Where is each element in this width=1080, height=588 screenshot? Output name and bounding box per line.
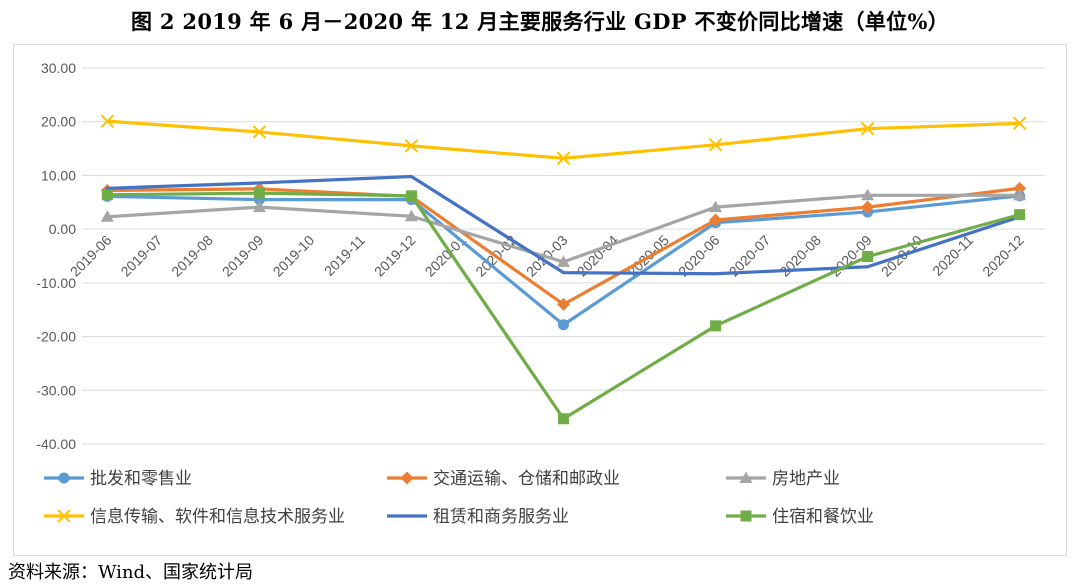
legend-label: 住宿和餐饮业: [772, 507, 874, 527]
x-tick-label: 2020-08: [776, 232, 824, 280]
data-point: [252, 200, 266, 213]
y-tick-label: 10.00: [41, 167, 76, 183]
x-tick-label: 2019-12: [371, 232, 419, 280]
y-tick-label: -40.00: [36, 436, 76, 452]
legend-item: 批发和零售业: [44, 469, 192, 489]
y-tick-label: -10.00: [36, 275, 76, 291]
data-point: [400, 471, 414, 485]
data-point: [100, 210, 114, 222]
data-point: [404, 139, 419, 153]
line-chart: 30.00 20.00 10.00 0.00 -10.00 -20.00 -30.00 -40…: [36, 60, 1045, 527]
x-tick-label: 2019-10: [270, 232, 318, 280]
legend-item: 交通运输、仓储和邮政业: [387, 469, 620, 489]
data-point: [708, 138, 723, 152]
data-point: [861, 188, 875, 201]
y-tick-label: 0.00: [49, 221, 76, 237]
series-line: [105, 119, 1022, 160]
data-point: [740, 510, 752, 522]
x-tick-label: 2019-07: [117, 232, 165, 280]
data-point: [101, 189, 113, 201]
legend-label: 房地产业: [772, 469, 840, 489]
data-point: [558, 319, 569, 331]
data-point: [1012, 116, 1027, 131]
data-point: [58, 472, 70, 484]
data-point: [861, 200, 875, 214]
data-point: [556, 151, 571, 165]
data-point: [1014, 209, 1026, 221]
legend-item: 信息传输、软件和信息技术服务业: [44, 507, 345, 527]
data-point: [862, 251, 874, 263]
y-tick-label: -30.00: [36, 382, 76, 398]
x-tick-label: 2019-06: [67, 232, 115, 280]
data-point: [739, 471, 753, 483]
x-tick-label: 2019-09: [219, 232, 267, 280]
data-point: [558, 413, 569, 425]
legend-label: 交通运输、仓储和邮政业: [433, 469, 620, 489]
legend-label: 批发和零售业: [90, 469, 192, 489]
x-tick-label: 2019-11: [321, 232, 368, 279]
data-point: [557, 255, 570, 267]
data-point: [405, 190, 417, 202]
figure-title: 图 2 2019 年 6 月－2020 年 12 月主要服务行业 GDP 不变价…: [130, 9, 950, 34]
data-point: [1013, 181, 1027, 195]
data-point: [100, 114, 115, 128]
data-point: [860, 121, 875, 136]
series-4: [100, 114, 1027, 165]
series-line: [105, 174, 1022, 276]
gridlines: [82, 67, 1045, 445]
data-point: [252, 125, 267, 139]
legend-label: 租赁和商务服务业: [433, 507, 569, 527]
chart-area: 30.00 20.00 10.00 0.00 -10.00 -20.00 -30.00 -40…: [13, 44, 1067, 556]
x-tick-label: 2020-12: [979, 232, 1027, 280]
data-point: [709, 213, 723, 227]
data-point: [57, 509, 71, 523]
legend-item: 租赁和商务服务业: [387, 507, 569, 527]
series-6: [101, 187, 1026, 425]
data-point: [710, 320, 722, 332]
legend-item: 房地产业: [726, 469, 840, 489]
y-tick-label: 30.00: [41, 60, 76, 76]
series-3: [100, 188, 1027, 267]
data-point: [404, 209, 418, 222]
y-axis-tick-labels: 30.00 20.00 10.00 0.00 -10.00 -20.00 -30.00 -40…: [36, 60, 76, 452]
legend-item: 住宿和餐饮业: [726, 507, 874, 527]
y-tick-label: 20.00: [41, 114, 76, 130]
data-point: [253, 187, 265, 199]
source-note: 资料来源：Wind、国家统计局: [8, 562, 254, 583]
legend-label: 信息传输、软件和信息技术服务业: [90, 507, 345, 527]
x-tick-label: 2019-08: [168, 232, 216, 280]
series-5: [105, 174, 1022, 276]
data-point: [557, 297, 570, 311]
data-point: [1013, 188, 1027, 201]
y-tick-label: -20.00: [36, 329, 76, 345]
data-point: [709, 200, 723, 213]
